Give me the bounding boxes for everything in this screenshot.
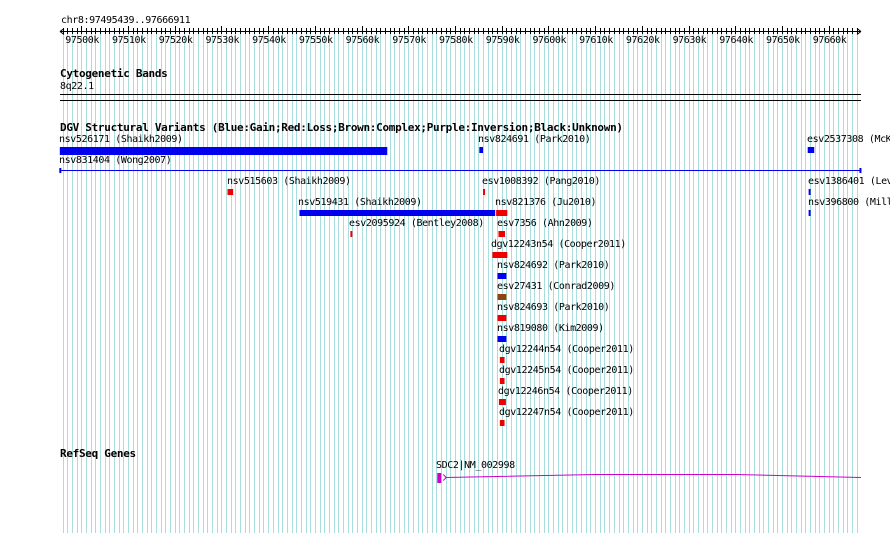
ruler-tick-label: 97550k	[298, 35, 333, 46]
ruler-tick-label: 97570k	[392, 35, 427, 46]
variant-label[interactable]: dgv12245n54 (Cooper2011)	[499, 365, 634, 376]
variant-bar	[496, 210, 508, 216]
variant-label[interactable]: nsv831404 (Wong2007)	[59, 155, 172, 166]
ruler-tick-label: 97530k	[205, 35, 240, 46]
variant-label[interactable]: esv1008392 (Pang2010)	[482, 176, 601, 187]
variant-bar	[497, 315, 507, 321]
ruler-tick-label: 97650k	[766, 35, 800, 46]
variant-bar	[808, 210, 811, 216]
variant-bar	[498, 399, 506, 405]
refseq-track-title: RefSeq Genes	[60, 447, 136, 460]
ruler-tick-label: 97640k	[719, 35, 754, 46]
ruler-tick-label: 97630k	[672, 35, 707, 46]
variant-label[interactable]: dgv12244n54 (Cooper2011)	[499, 344, 634, 355]
variant-label[interactable]: esv27431 (Conrad2009)	[497, 281, 616, 292]
cytoband-track-title: Cytogenetic Bands	[60, 67, 168, 80]
variant-label[interactable]: nsv519431 (Shaikh2009)	[298, 197, 422, 208]
ruler-tick-label: 97620k	[625, 35, 660, 46]
ruler-tick-label: 97580k	[439, 35, 473, 46]
variant-bar	[497, 336, 507, 342]
gene-intron-line	[445, 474, 861, 478]
variant-label[interactable]: dgv12243n54 (Cooper2011)	[491, 239, 626, 250]
variant-label[interactable]: nsv819080 (Kim2009)	[497, 323, 604, 334]
dgv-track-title: DGV Structural Variants (Blue:Gain;Red:L…	[60, 121, 623, 134]
variant-bar	[479, 147, 484, 153]
variant-label[interactable]: esv7356 (Ahn2009)	[497, 218, 593, 229]
variant-label[interactable]: esv2095924 (Bentley2008)	[349, 218, 484, 229]
gene-exon	[437, 473, 442, 483]
variant-label[interactable]: dgv12247n54 (Cooper2011)	[499, 407, 634, 418]
variant-bar	[499, 378, 505, 384]
ruler-tick-label: 97520k	[158, 35, 193, 46]
gene-label[interactable]: SDC2|NM_002998	[436, 460, 515, 471]
ruler-tick-label: 97540k	[252, 35, 286, 46]
variant-label[interactable]: nsv396800 (Mill	[808, 197, 890, 208]
variant-bar	[497, 294, 507, 300]
variant-bar	[227, 189, 234, 195]
variant-label[interactable]: nsv824691 (Park2010)	[478, 134, 591, 145]
ruler-tick-label: 97590k	[485, 35, 520, 46]
variant-label[interactable]: nsv526171 (Shaikh2009)	[59, 134, 183, 145]
variant-label[interactable]: esv2537308 (McK	[807, 134, 890, 145]
variant-bar	[807, 147, 815, 153]
variant-bar	[59, 147, 388, 155]
variant-bar	[483, 189, 486, 195]
variant-bar	[808, 189, 811, 195]
variant-label[interactable]: nsv821376 (Ju2010)	[495, 197, 597, 208]
coordinate-range: chr8:97495439..97666911	[61, 15, 191, 26]
variant-label[interactable]: esv1386401 (Lev	[808, 176, 890, 187]
variant-bar	[498, 231, 505, 237]
ruler-tick-label: 97560k	[345, 35, 380, 46]
variant-bar	[497, 273, 507, 279]
ruler-tick-label: 97510k	[112, 35, 146, 46]
ruler-tick-label: 97660k	[812, 35, 847, 46]
variant-bar	[499, 357, 505, 363]
variant-bar	[499, 420, 505, 426]
variant-label[interactable]: nsv515603 (Shaikh2009)	[227, 176, 351, 187]
variant-label[interactable]: dgv12246n54 (Cooper2011)	[498, 386, 633, 397]
variant-label[interactable]: nsv824692 (Park2010)	[497, 260, 610, 271]
ruler-tick-label: 97610k	[579, 35, 613, 46]
variant-label[interactable]: nsv824693 (Park2010)	[497, 302, 610, 313]
ruler-tick-label: 97500k	[65, 35, 100, 46]
variant-bar	[492, 252, 508, 258]
strand-arrow-icon	[442, 474, 447, 481]
variant-bar	[350, 231, 353, 237]
ruler-tick-label: 97600k	[532, 35, 567, 46]
variant-bar	[299, 210, 496, 216]
cytoband-label: 8q22.1	[60, 81, 94, 92]
